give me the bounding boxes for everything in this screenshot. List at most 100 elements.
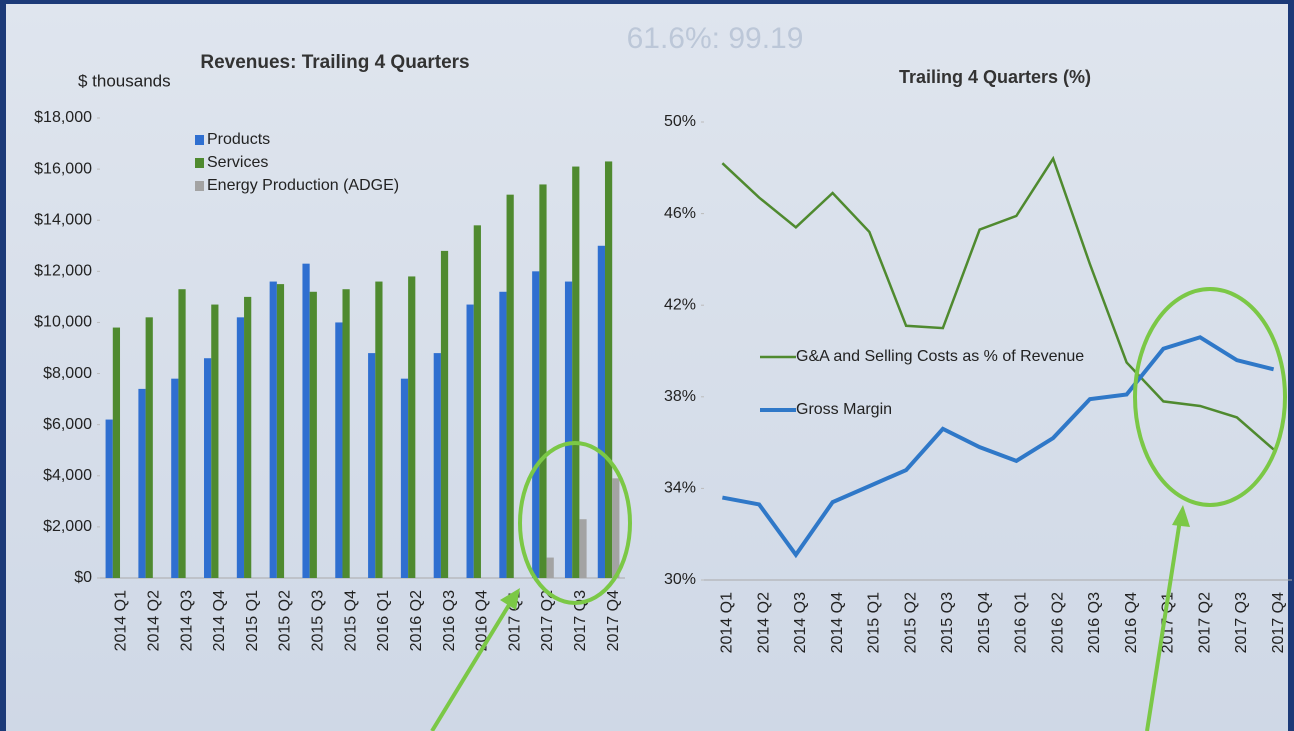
x-tick-label: 2017 Q3 xyxy=(572,590,589,651)
bar xyxy=(604,161,613,578)
legend-label: Services xyxy=(207,154,268,171)
x-tick-label: 2015 Q1 xyxy=(244,590,261,651)
bar xyxy=(473,225,481,579)
bar xyxy=(309,291,317,578)
x-tick-label: 2015 Q1 xyxy=(866,592,883,653)
legend-swatch xyxy=(195,158,204,168)
x-tick-label: 2014 Q2 xyxy=(755,592,772,653)
chart-title: Trailing 4 Quarters (%) xyxy=(899,67,1091,87)
y-tick-label: 34% xyxy=(664,480,696,497)
bar xyxy=(539,184,547,578)
bar xyxy=(178,289,186,578)
highlight-circle xyxy=(1133,287,1287,507)
background-text: 61.6%: 99.19 xyxy=(627,22,804,55)
bar xyxy=(211,304,219,578)
bar xyxy=(532,271,540,578)
charts: $0 $2,000 $4,000 $6,000 $8,000 $10,000 $12,000… xyxy=(34,109,1292,653)
arrow-head xyxy=(1172,505,1190,527)
bar xyxy=(368,353,376,578)
x-tick-label: 2014 Q2 xyxy=(145,590,162,651)
y-tick-label: $8,000 xyxy=(43,365,92,382)
x-tick-label: 2016 Q4 xyxy=(1123,592,1140,653)
y-tick-label: 30% xyxy=(664,571,696,588)
legend-label: Gross Margin xyxy=(796,401,892,418)
x-tick-label: 2016 Q1 xyxy=(375,590,392,651)
chart-title: Revenues: Trailing 4 Quarters xyxy=(200,52,469,73)
bar xyxy=(276,284,285,578)
legend-label: Products xyxy=(207,131,270,148)
x-tick-label: 2014 Q3 xyxy=(178,590,195,651)
x-tick-label: 2017 Q4 xyxy=(605,590,622,651)
bar xyxy=(145,317,153,578)
x-tick-label: 2015 Q2 xyxy=(277,590,294,651)
y-tick-label: $6,000 xyxy=(43,416,92,433)
bar xyxy=(138,388,146,578)
legend-label: G&A and Selling Costs as % of Revenue xyxy=(796,348,1084,365)
x-tick-label: 2016 Q3 xyxy=(1086,592,1103,653)
x-tick-label: 2015 Q4 xyxy=(976,592,993,653)
x-tick-label: 2017 Q4 xyxy=(1270,592,1287,653)
y-tick-label: 42% xyxy=(664,296,696,313)
y-tick-label: $4,000 xyxy=(43,467,92,484)
x-tick-label: 2016 Q2 xyxy=(408,590,425,651)
bar xyxy=(506,194,514,578)
bar xyxy=(499,291,507,578)
line xyxy=(721,155,1275,451)
bar xyxy=(375,281,383,578)
bar xyxy=(564,281,573,578)
legend-label: Energy Production (ADGE) xyxy=(207,177,399,194)
x-tick-label: 2014 Q1 xyxy=(719,592,736,653)
bar xyxy=(105,419,113,578)
y-tick-label: 38% xyxy=(664,388,696,405)
x-tick-label: 2017 Q2 xyxy=(539,590,556,651)
bar xyxy=(204,358,212,578)
bar xyxy=(269,281,277,578)
bar xyxy=(579,519,587,578)
bar xyxy=(112,327,121,578)
y-axis-label: $ thousands xyxy=(78,71,171,90)
arrow-head xyxy=(500,588,520,610)
arrow xyxy=(1145,519,1182,731)
x-tick-label: 2014 Q3 xyxy=(792,592,809,653)
x-tick-label: 2017 Q1 xyxy=(1160,592,1177,653)
x-tick-label: 2016 Q2 xyxy=(1049,592,1066,653)
y-tick-label: 50% xyxy=(664,113,696,130)
bar xyxy=(612,478,620,578)
bar xyxy=(236,317,245,578)
arrow xyxy=(430,598,514,731)
x-tick-label: 2016 Q1 xyxy=(1013,592,1030,653)
line xyxy=(722,335,1275,559)
bar xyxy=(440,250,449,578)
bar xyxy=(466,304,474,578)
x-tick-label: 2014 Q4 xyxy=(829,592,846,653)
bar xyxy=(546,557,554,578)
y-tick-label: $0 xyxy=(74,569,92,586)
legend-swatch xyxy=(195,135,204,145)
x-tick-label: 2015 Q3 xyxy=(310,590,327,651)
x-tick-label: 2015 Q3 xyxy=(939,592,956,653)
x-tick-label: 2015 Q4 xyxy=(342,590,359,651)
bar xyxy=(433,353,441,578)
legend-swatch xyxy=(195,181,204,191)
bar xyxy=(597,245,605,578)
y-tick-label: $12,000 xyxy=(34,263,92,280)
x-tick-label: 2015 Q2 xyxy=(902,592,919,653)
y-tick-label: $18,000 xyxy=(34,109,92,126)
background xyxy=(6,4,1288,731)
x-tick-label: 2016 Q4 xyxy=(474,590,491,651)
y-tick-label: $16,000 xyxy=(34,160,92,177)
y-tick-label: $2,000 xyxy=(43,518,92,535)
bar xyxy=(244,296,252,578)
y-tick-label: 46% xyxy=(664,205,696,222)
y-tick-label: $10,000 xyxy=(34,314,92,331)
bar xyxy=(171,378,179,578)
bar xyxy=(342,289,350,578)
x-tick-label: 2014 Q1 xyxy=(113,590,130,651)
y-tick-label: $14,000 xyxy=(34,211,92,228)
x-tick-label: 2017 Q3 xyxy=(1233,592,1250,653)
x-tick-label: 2016 Q3 xyxy=(441,590,458,651)
bar xyxy=(302,263,310,578)
bar xyxy=(408,276,416,578)
